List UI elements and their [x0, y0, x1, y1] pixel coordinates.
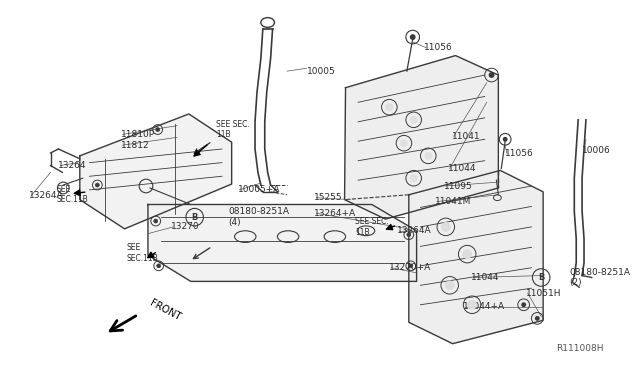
- Text: 10005+A: 10005+A: [237, 185, 280, 195]
- Circle shape: [156, 128, 159, 131]
- Circle shape: [521, 302, 526, 307]
- Text: 11041M: 11041M: [435, 197, 472, 206]
- Text: 10006: 10006: [582, 147, 611, 155]
- Circle shape: [95, 183, 99, 187]
- Polygon shape: [409, 170, 543, 344]
- Circle shape: [154, 219, 157, 223]
- Circle shape: [400, 139, 408, 147]
- Text: 11051H: 11051H: [525, 289, 561, 298]
- Circle shape: [503, 137, 508, 142]
- Text: 13264: 13264: [58, 161, 87, 170]
- Circle shape: [409, 264, 413, 268]
- Text: SEE
SEC.11B: SEE SEC.11B: [127, 243, 158, 263]
- Text: 10005: 10005: [307, 67, 335, 76]
- Circle shape: [467, 300, 477, 310]
- Circle shape: [410, 34, 415, 40]
- Text: 11095: 11095: [444, 182, 472, 190]
- Circle shape: [462, 249, 472, 259]
- Text: R111008H: R111008H: [556, 344, 604, 353]
- Text: B: B: [191, 213, 198, 222]
- Text: 11041: 11041: [452, 132, 480, 141]
- Text: 13264A: 13264A: [397, 226, 432, 235]
- Circle shape: [407, 233, 411, 237]
- Text: 11810P: 11810P: [121, 130, 155, 139]
- Text: SEE
SEC.11B: SEE SEC.11B: [56, 185, 88, 205]
- Text: 08180-8251A
(4): 08180-8251A (4): [228, 208, 290, 227]
- Text: 11044+A: 11044+A: [463, 302, 506, 311]
- Text: SEE SEC.
11B: SEE SEC. 11B: [216, 120, 250, 139]
- Circle shape: [157, 264, 161, 268]
- Text: 13270+A: 13270+A: [389, 263, 431, 272]
- Text: 13270: 13270: [172, 222, 200, 231]
- Text: 11056: 11056: [424, 43, 453, 52]
- Text: 08180-8251A
(2): 08180-8251A (2): [570, 268, 630, 287]
- Circle shape: [410, 116, 417, 124]
- Circle shape: [424, 152, 432, 160]
- Text: 11044: 11044: [471, 273, 500, 282]
- Text: 15255: 15255: [314, 193, 343, 202]
- Text: 11044: 11044: [448, 164, 476, 173]
- Polygon shape: [80, 114, 232, 229]
- Text: 13264+A: 13264+A: [314, 209, 356, 218]
- Text: 11056: 11056: [505, 150, 534, 158]
- Text: B: B: [538, 273, 545, 282]
- Polygon shape: [148, 205, 417, 281]
- Polygon shape: [344, 55, 499, 219]
- Text: 11812: 11812: [121, 141, 149, 150]
- Circle shape: [441, 222, 451, 232]
- Circle shape: [410, 174, 417, 182]
- Circle shape: [535, 316, 540, 321]
- Circle shape: [385, 103, 393, 111]
- Text: SEE SEC.
11B: SEE SEC. 11B: [355, 217, 389, 237]
- Circle shape: [488, 72, 495, 78]
- Text: 13264A: 13264A: [29, 191, 64, 200]
- Text: FRONT: FRONT: [148, 298, 182, 323]
- Circle shape: [445, 280, 454, 290]
